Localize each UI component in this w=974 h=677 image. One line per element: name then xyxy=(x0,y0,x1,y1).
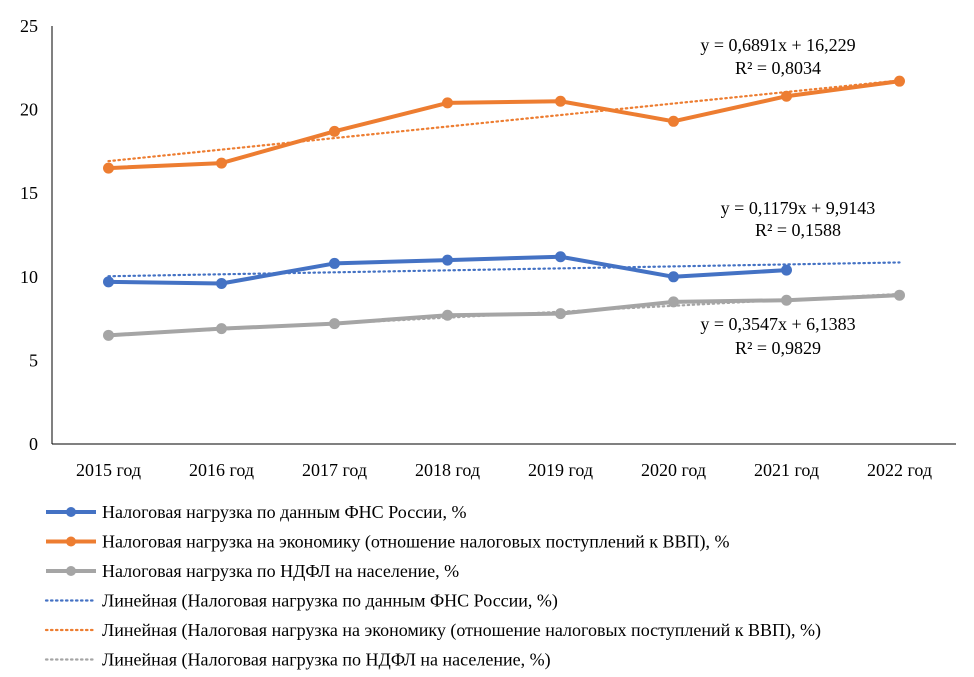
axes: 0 5 10 15 20 25 2015 год 2016 год 2017 год 2018 г… xyxy=(20,16,956,480)
data-point xyxy=(442,309,453,321)
trendline-r2: R² = 0,8034 xyxy=(735,58,821,78)
data-point xyxy=(103,276,114,288)
data-point xyxy=(329,125,340,137)
data-point xyxy=(668,296,679,308)
legend-item: Налоговая нагрузка на экономику (отношен… xyxy=(46,532,730,553)
legend-label: Налоговая нагрузка на экономику (отношен… xyxy=(102,532,730,553)
data-point xyxy=(894,75,905,87)
series-1 xyxy=(103,75,905,174)
legend-item: Налоговая нагрузка по НДФЛ на население,… xyxy=(46,561,459,581)
data-point xyxy=(555,308,566,320)
x-tick-label: 2022 год xyxy=(867,460,932,480)
data-point xyxy=(442,97,453,109)
x-tick-label: 2017 год xyxy=(302,460,367,480)
y-tick-label: 5 xyxy=(29,350,38,370)
trendline-r2: R² = 0,9829 xyxy=(735,338,821,358)
series-lines xyxy=(103,75,905,341)
y-tick-label: 10 xyxy=(20,267,38,287)
legend-item-trendline: Линейная (Налоговая нагрузка на экономик… xyxy=(44,620,821,641)
legend-label: Налоговая нагрузка по НДФЛ на население,… xyxy=(102,561,459,581)
legend-label: Налоговая нагрузка по данным ФНС России,… xyxy=(102,502,466,522)
y-tick-label: 25 xyxy=(20,16,38,36)
trendline-1 xyxy=(107,79,901,163)
x-tick-label: 2018 год xyxy=(415,460,480,480)
data-point xyxy=(894,289,905,301)
legend-label: Линейная (Налоговая нагрузка по данным Ф… xyxy=(102,591,558,612)
legend-label: Линейная (Налоговая нагрузка на экономик… xyxy=(102,620,821,641)
x-tick-label: 2021 год xyxy=(754,460,819,480)
series-0 xyxy=(103,251,792,289)
legend-item-trendline: Линейная (Налоговая нагрузка по НДФЛ на … xyxy=(44,650,551,671)
data-point xyxy=(781,294,792,306)
y-tick-label: 15 xyxy=(20,183,38,203)
series-2 xyxy=(103,289,905,341)
y-tick-label: 20 xyxy=(20,100,38,120)
x-tick-label: 2015 год xyxy=(76,460,141,480)
legend-label: Линейная (Налоговая нагрузка по НДФЛ на … xyxy=(102,650,551,671)
data-point xyxy=(216,157,227,169)
legend: Налоговая нагрузка по данным ФНС России,… xyxy=(44,502,821,671)
trendline-0 xyxy=(107,261,901,278)
x-tick-label: 2020 год xyxy=(641,460,706,480)
data-point xyxy=(781,90,792,102)
data-point xyxy=(668,115,679,127)
data-point xyxy=(668,271,679,283)
data-point xyxy=(555,251,566,263)
trendline-equation: y = 0,6891x + 16,229 xyxy=(700,35,855,55)
data-point xyxy=(216,277,227,289)
series-line-2 xyxy=(106,293,902,338)
legend-marker xyxy=(66,507,76,517)
data-point xyxy=(103,162,114,174)
trendline-r2: R² = 0,1588 xyxy=(755,220,841,240)
data-point xyxy=(442,254,453,266)
x-tick-label: 2019 год xyxy=(528,460,593,480)
trendline-equation: y = 0,3547x + 6,1383 xyxy=(700,314,855,334)
series-line-1 xyxy=(106,79,902,171)
legend-item: Налоговая нагрузка по данным ФНС России,… xyxy=(46,502,466,522)
data-point xyxy=(781,264,792,276)
data-point xyxy=(555,95,566,107)
legend-marker xyxy=(66,536,76,547)
trendline-equation: y = 0,1179x + 9,9143 xyxy=(721,198,876,218)
data-point xyxy=(103,329,114,341)
data-point xyxy=(216,323,227,335)
data-point xyxy=(329,257,340,269)
y-tick-label: 0 xyxy=(29,434,38,454)
data-point xyxy=(329,318,340,330)
legend-marker xyxy=(66,566,76,576)
legend-item-trendline: Линейная (Налоговая нагрузка по данным Ф… xyxy=(44,591,558,612)
x-tick-label: 2016 год xyxy=(189,460,254,480)
